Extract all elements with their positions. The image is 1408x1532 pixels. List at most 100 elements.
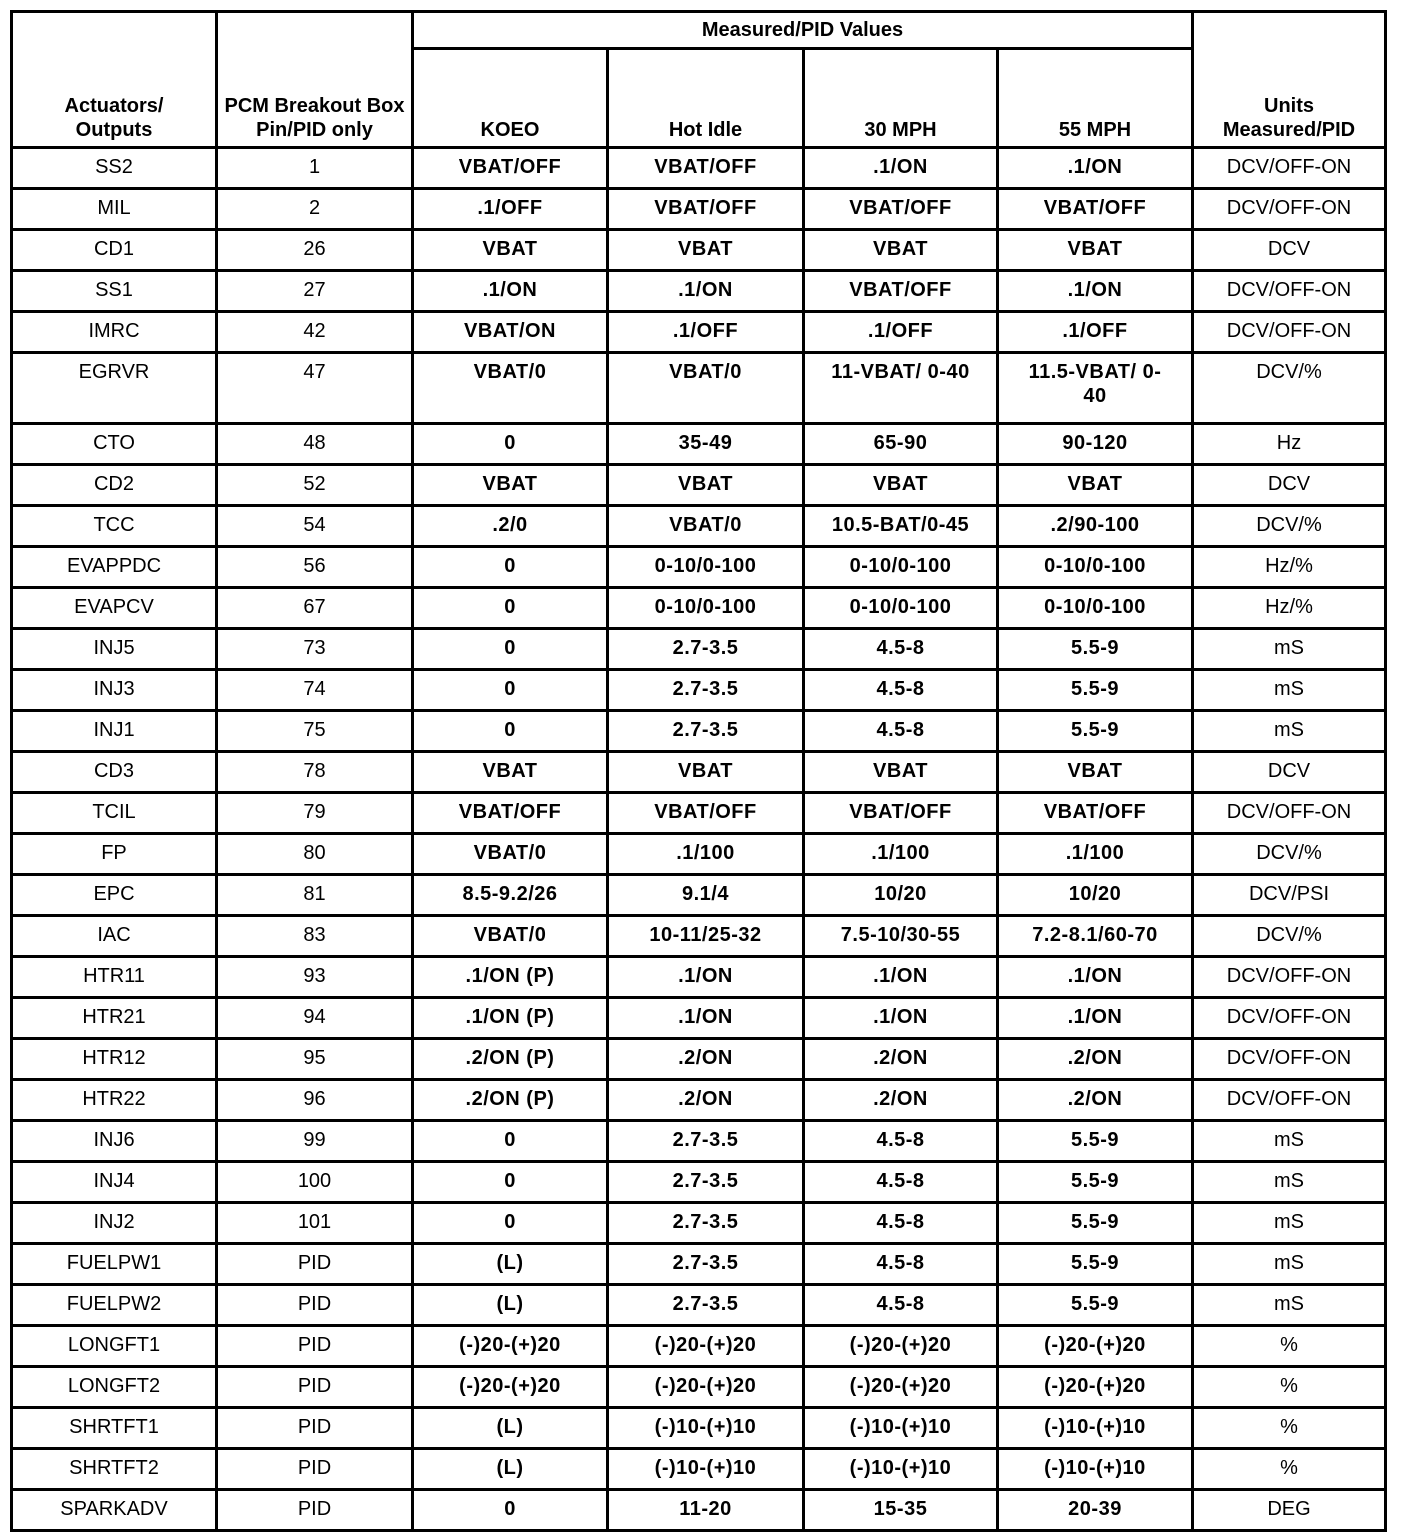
table-row: INJ5 73 0 2.7-3.5 4.5-8 5.5-9 mS <box>10 627 1387 671</box>
30mph-cell: (-)20-(+)20 <box>802 1324 999 1368</box>
table-row: EVAPCV 67 0 0-10/0-100 0-10/0-100 0-10/0-100 H… <box>10 586 1387 630</box>
55mph-cell: (-)10-(+)10 <box>996 1406 1194 1450</box>
units-cell: mS <box>1191 1283 1387 1327</box>
hot-idle-cell: .1/ON <box>606 955 805 999</box>
hot-idle-cell: .1/100 <box>606 832 805 876</box>
55mph-cell: .2/90-100 <box>996 504 1194 548</box>
pin-cell: 79 <box>215 791 414 835</box>
30mph-cell: 0-10/0-100 <box>802 586 999 630</box>
header-55mph: 55 MPH <box>996 47 1194 149</box>
55mph-cell: 5.5-9 <box>996 1160 1194 1204</box>
actuator-cell: HTR12 <box>10 1037 218 1081</box>
30mph-cell: .1/ON <box>802 996 999 1040</box>
hot-idle-cell: .2/ON <box>606 1037 805 1081</box>
actuator-cell: FP <box>10 832 218 876</box>
hot-idle-cell: .1/ON <box>606 996 805 1040</box>
55mph-cell: 5.5-9 <box>996 1283 1194 1327</box>
header-measured-group: Measured/PID Values <box>411 10 1194 50</box>
hot-idle-cell: (-)10-(+)10 <box>606 1447 805 1491</box>
table-row: IAC 83 VBAT/0 10-11/25-32 7.5-10/30-55 7.2-8.… <box>10 914 1387 958</box>
pin-cell: PID <box>215 1283 414 1327</box>
hot-idle-cell: 2.7-3.5 <box>606 668 805 712</box>
pin-cell: 83 <box>215 914 414 958</box>
hot-idle-cell: 10-11/25-32 <box>606 914 805 958</box>
55mph-cell: 5.5-9 <box>996 1242 1194 1286</box>
actuator-cell: CD2 <box>10 463 218 507</box>
koeo-cell: (L) <box>411 1283 609 1327</box>
header-pin: PCM Breakout Box Pin/PID only <box>215 10 414 149</box>
hot-idle-cell: 2.7-3.5 <box>606 627 805 671</box>
30mph-cell: .1/100 <box>802 832 999 876</box>
30mph-cell: 4.5-8 <box>802 1160 999 1204</box>
hot-idle-cell: VBAT/OFF <box>606 791 805 835</box>
pin-cell: 48 <box>215 422 414 466</box>
units-cell: DCV/% <box>1191 504 1387 548</box>
30mph-cell: 4.5-8 <box>802 1283 999 1327</box>
koeo-cell: 0 <box>411 1160 609 1204</box>
units-cell: DCV/OFF-ON <box>1191 1037 1387 1081</box>
30mph-cell: 4.5-8 <box>802 668 999 712</box>
units-cell: mS <box>1191 1201 1387 1245</box>
koeo-cell: VBAT/0 <box>411 832 609 876</box>
koeo-cell: 0 <box>411 586 609 630</box>
hot-idle-cell: 2.7-3.5 <box>606 1201 805 1245</box>
hot-idle-cell: .2/ON <box>606 1078 805 1122</box>
koeo-cell: 0 <box>411 1488 609 1532</box>
units-cell: mS <box>1191 627 1387 671</box>
actuator-cell: CD3 <box>10 750 218 794</box>
table-body: SS2 1 VBAT/OFF VBAT/OFF .1/ON .1/ON DCV/OFF-ON… <box>10 146 1387 1532</box>
hot-idle-cell: .1/OFF <box>606 310 805 354</box>
table-row: CD2 52 VBAT VBAT VBAT VBAT DCV <box>10 463 1387 507</box>
table-row: INJ3 74 0 2.7-3.5 4.5-8 5.5-9 mS <box>10 668 1387 712</box>
hot-idle-cell: (-)10-(+)10 <box>606 1406 805 1450</box>
55mph-cell: 0-10/0-100 <box>996 545 1194 589</box>
actuator-cell: LONGFT1 <box>10 1324 218 1368</box>
actuator-cell: INJ2 <box>10 1201 218 1245</box>
koeo-cell: VBAT <box>411 228 609 272</box>
55mph-cell: VBAT <box>996 750 1194 794</box>
actuator-cell: EPC <box>10 873 218 917</box>
koeo-cell: 0 <box>411 545 609 589</box>
30mph-cell: .1/ON <box>802 955 999 999</box>
koeo-cell: VBAT <box>411 463 609 507</box>
actuator-cell: SHRTFT1 <box>10 1406 218 1450</box>
55mph-cell: 5.5-9 <box>996 1119 1194 1163</box>
table-row: TCIL 79 VBAT/OFF VBAT/OFF VBAT/OFF VBAT/OFF DC… <box>10 791 1387 835</box>
pin-cell: 93 <box>215 955 414 999</box>
actuator-cell: TCC <box>10 504 218 548</box>
55mph-cell: 10/20 <box>996 873 1194 917</box>
30mph-cell: .2/ON <box>802 1037 999 1081</box>
55mph-cell: (-)20-(+)20 <box>996 1365 1194 1409</box>
30mph-cell: .1/OFF <box>802 310 999 354</box>
actuator-cell: INJ4 <box>10 1160 218 1204</box>
units-cell: DCV/OFF-ON <box>1191 791 1387 835</box>
pin-cell: 78 <box>215 750 414 794</box>
55mph-cell: .1/100 <box>996 832 1194 876</box>
actuator-cell: INJ5 <box>10 627 218 671</box>
units-cell: mS <box>1191 1242 1387 1286</box>
55mph-cell: .1/OFF <box>996 310 1194 354</box>
actuator-cell: EGRVR <box>10 351 218 425</box>
koeo-cell: VBAT/0 <box>411 351 609 425</box>
actuator-cell: INJ3 <box>10 668 218 712</box>
table-row: EVAPPDC 56 0 0-10/0-100 0-10/0-100 0-10/0-100… <box>10 545 1387 589</box>
pin-cell: PID <box>215 1324 414 1368</box>
units-cell: DCV <box>1191 228 1387 272</box>
table-row: FUELPW2 PID (L) 2.7-3.5 4.5-8 5.5-9 mS <box>10 1283 1387 1327</box>
hot-idle-cell: 9.1/4 <box>606 873 805 917</box>
units-cell: DCV <box>1191 750 1387 794</box>
header-actuators: Actuators/ Outputs <box>10 10 218 149</box>
55mph-cell: 7.2-8.1/60-70 <box>996 914 1194 958</box>
30mph-cell: 10.5-BAT/0-45 <box>802 504 999 548</box>
pin-cell: 81 <box>215 873 414 917</box>
header-30mph: 30 MPH <box>802 47 999 149</box>
koeo-cell: .1/OFF <box>411 187 609 231</box>
pin-cell: 26 <box>215 228 414 272</box>
units-cell: % <box>1191 1365 1387 1409</box>
units-cell: DCV/OFF-ON <box>1191 310 1387 354</box>
actuator-cell: HTR11 <box>10 955 218 999</box>
koeo-cell: (L) <box>411 1447 609 1491</box>
table-row: FUELPW1 PID (L) 2.7-3.5 4.5-8 5.5-9 mS <box>10 1242 1387 1286</box>
actuator-cell: MIL <box>10 187 218 231</box>
pin-cell: 42 <box>215 310 414 354</box>
